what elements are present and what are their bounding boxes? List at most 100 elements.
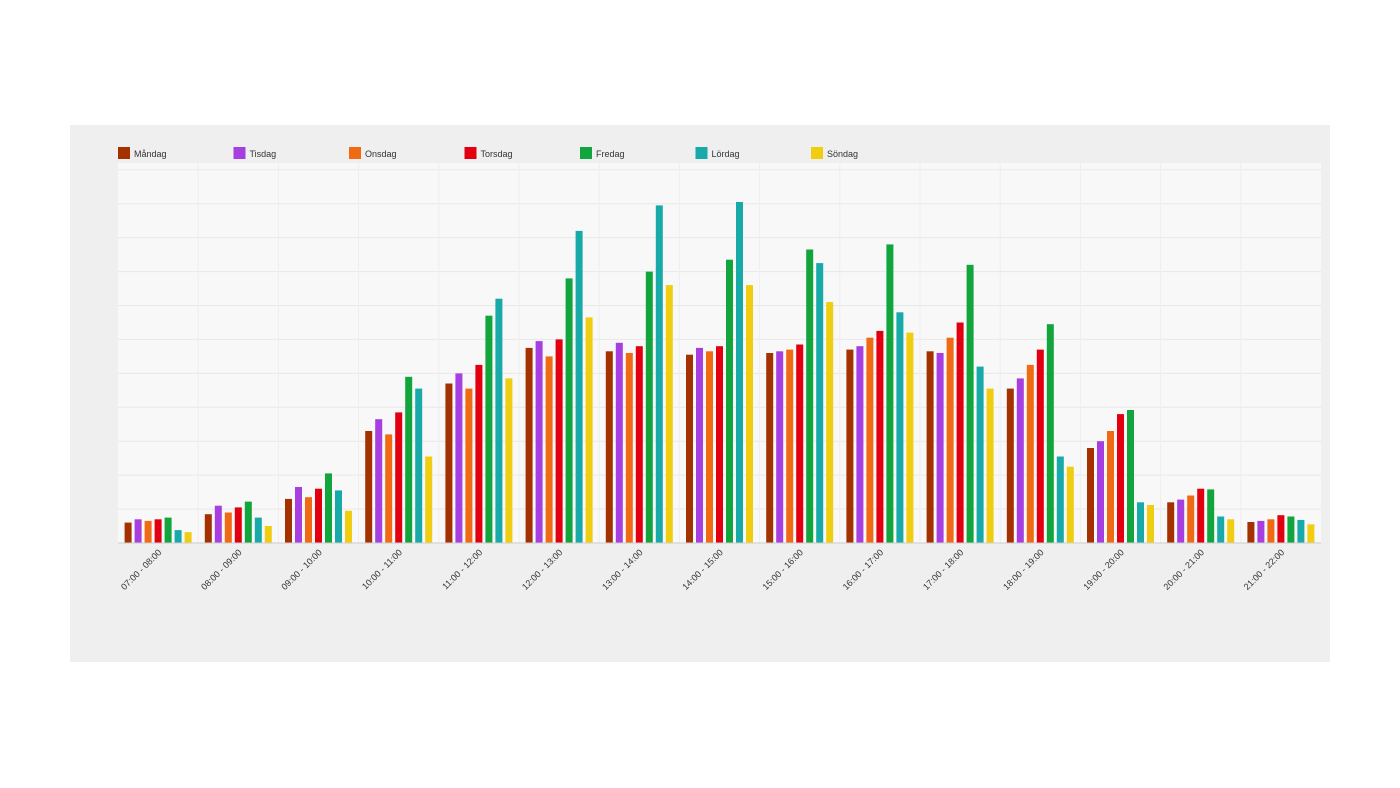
- legend-label: Onsdag: [365, 149, 397, 159]
- bar: [926, 351, 934, 543]
- bar: [946, 337, 954, 543]
- legend-swatch: [118, 147, 130, 159]
- legend-swatch: [580, 147, 592, 159]
- bar: [1207, 489, 1215, 543]
- bar: [1117, 414, 1124, 543]
- bar: [716, 346, 723, 543]
- legend-swatch: [695, 147, 708, 159]
- bar: [806, 249, 814, 543]
- bar: [485, 315, 493, 543]
- bar: [545, 356, 553, 543]
- bar: [335, 490, 342, 543]
- bar: [385, 434, 393, 543]
- bar: [254, 517, 262, 543]
- bar: [465, 388, 473, 543]
- bar: [285, 498, 292, 543]
- bar: [896, 312, 904, 543]
- legend-label: Torsdag: [481, 149, 513, 159]
- chart-panel: Måndag Tisdag Onsdag Torsdag Fredag Lördag Sön…: [70, 125, 1330, 662]
- bar: [1066, 466, 1074, 543]
- x-tick-label: 16:00 - 17:00: [841, 547, 886, 592]
- bar: [295, 487, 302, 543]
- legend-swatch: [233, 147, 246, 159]
- x-tick-label: 08:00 - 09:00: [199, 547, 244, 592]
- bar: [1297, 519, 1305, 543]
- bar: [846, 349, 854, 543]
- bar: [976, 366, 984, 543]
- bar: [726, 259, 733, 543]
- bar: [565, 278, 573, 543]
- bar: [655, 205, 663, 543]
- bar: [535, 341, 543, 543]
- bar: [1197, 488, 1205, 543]
- bar: [1247, 522, 1255, 543]
- x-tick-label: 17:00 - 18:00: [921, 547, 966, 592]
- bar: [886, 244, 894, 543]
- bar: [264, 526, 272, 543]
- bar: [525, 347, 533, 543]
- bar: [124, 522, 132, 543]
- bar: [305, 497, 312, 543]
- bar: [425, 456, 433, 543]
- bar: [1267, 519, 1275, 544]
- x-tick-label: 07:00 - 08:00: [119, 547, 164, 592]
- legend-swatch: [811, 147, 823, 159]
- bar: [585, 317, 593, 543]
- bar: [1006, 388, 1014, 543]
- bar: [1187, 495, 1195, 543]
- bar: [1056, 456, 1064, 543]
- bar: [1046, 324, 1054, 543]
- legend-swatch: [349, 147, 361, 159]
- bar: [625, 353, 633, 543]
- bar: [415, 388, 423, 543]
- bars: [124, 202, 1315, 544]
- bar: [244, 501, 252, 543]
- bar: [575, 230, 583, 543]
- bar: [1147, 505, 1154, 543]
- bar: [956, 322, 964, 543]
- bar: [1107, 431, 1114, 543]
- bar: [1127, 410, 1134, 543]
- bar: [365, 431, 373, 543]
- bar: [214, 505, 222, 543]
- bar: [665, 285, 673, 543]
- bar: [786, 349, 794, 543]
- legend-label: Måndag: [134, 149, 167, 159]
- x-tick-label: 12:00 - 13:00: [520, 547, 565, 592]
- bar: [906, 332, 914, 543]
- bar: [475, 364, 483, 543]
- bar: [826, 302, 834, 543]
- x-tick-label: 18:00 - 19:00: [1001, 547, 1046, 592]
- x-tick-label: 10:00 - 11:00: [360, 547, 404, 591]
- bar: [395, 412, 403, 543]
- legend-label: Tisdag: [250, 149, 277, 159]
- bar: [1227, 519, 1235, 544]
- x-tick-label: 13:00 - 14:00: [600, 547, 645, 592]
- bar: [555, 339, 563, 543]
- legend-swatch: [464, 147, 477, 159]
- bar: [876, 330, 884, 543]
- bar: [645, 271, 653, 543]
- bar: [866, 337, 874, 543]
- legend-label: Lördag: [712, 149, 740, 159]
- bar: [375, 419, 383, 543]
- bar: [1277, 515, 1285, 543]
- bar: [234, 507, 242, 543]
- bar: [696, 347, 703, 543]
- bar: [445, 383, 453, 543]
- bar: [746, 285, 753, 543]
- x-tick-label: 19:00 - 20:00: [1081, 547, 1126, 592]
- x-axis-ticks: 07:00 - 08:00 08:00 - 09:00 09:00 - 10:00 1…: [119, 547, 1286, 592]
- bar: [776, 351, 784, 543]
- bar: [1137, 502, 1144, 543]
- bar: [706, 351, 713, 543]
- bar: [345, 510, 352, 543]
- bar: [796, 344, 804, 543]
- grid-lines: [118, 163, 1321, 543]
- bar: [1167, 502, 1175, 543]
- bar: [615, 342, 623, 543]
- bar: [144, 520, 152, 543]
- bar: [164, 517, 172, 543]
- legend-label: Söndag: [827, 149, 858, 159]
- bar-chart: Måndag Tisdag Onsdag Torsdag Fredag Lördag Sön…: [118, 147, 1321, 592]
